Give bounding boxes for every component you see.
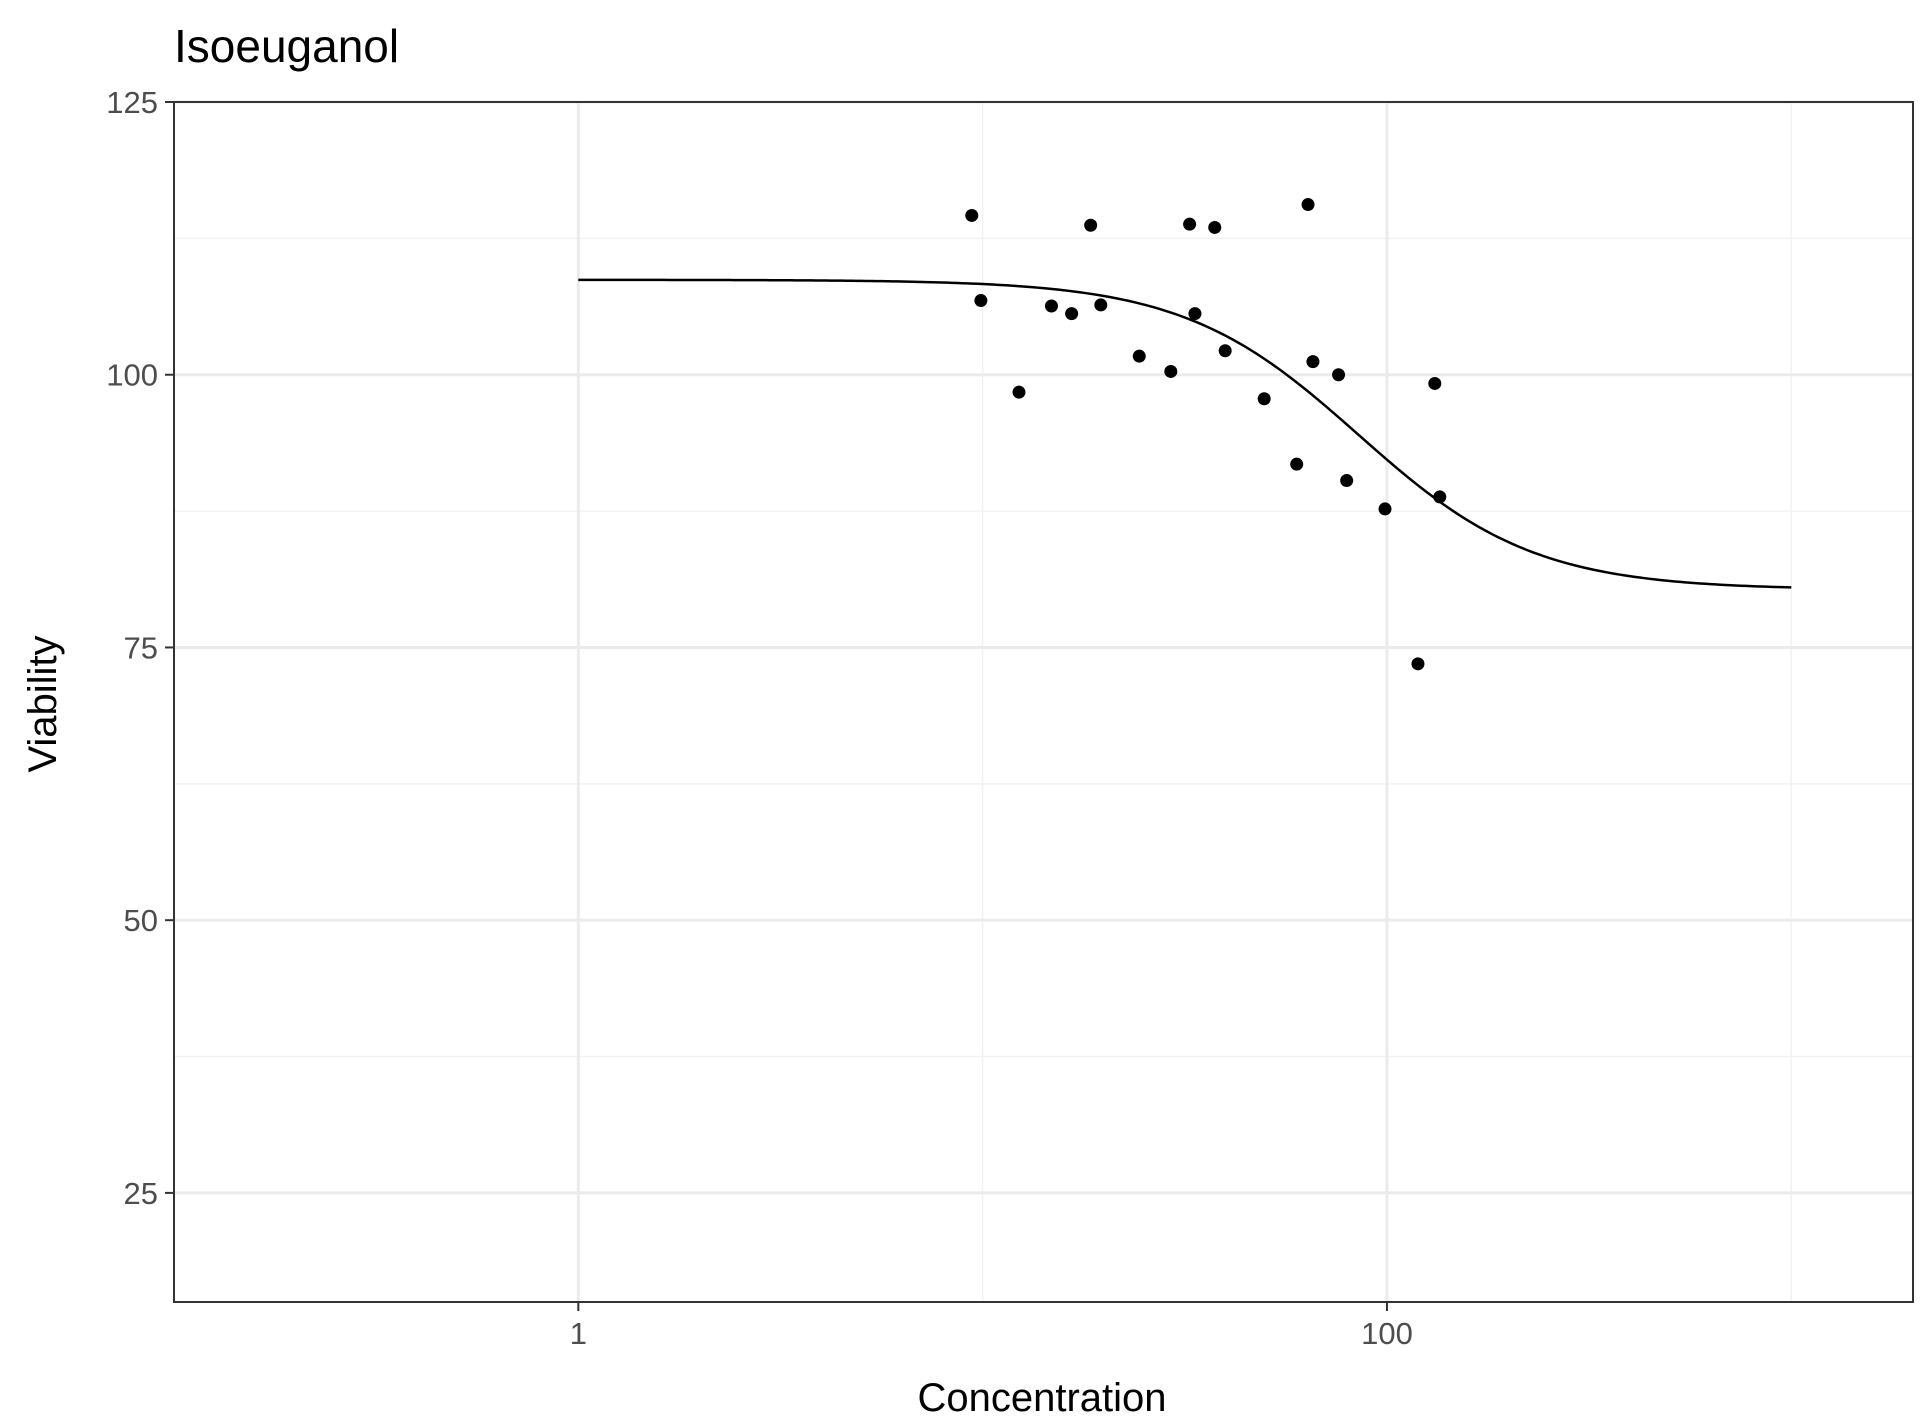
data-point xyxy=(1208,220,1222,234)
data-points xyxy=(965,198,1447,671)
data-point xyxy=(965,208,979,222)
x-axis-title: Concentration xyxy=(917,1376,1166,1420)
x-axis: 1 100 xyxy=(570,1302,1413,1351)
data-point xyxy=(1378,502,1392,516)
data-point xyxy=(1290,457,1304,471)
data-point xyxy=(1218,344,1232,358)
data-point xyxy=(1340,474,1354,488)
y-axis: 25 50 75 100 125 xyxy=(106,85,174,1211)
data-point xyxy=(1306,355,1320,369)
x-tick-label: 1 xyxy=(570,1316,587,1351)
data-point xyxy=(1094,298,1108,312)
y-tick-label: 100 xyxy=(106,358,158,393)
plot-panel-border xyxy=(173,101,1914,1303)
data-point xyxy=(1044,299,1058,313)
data-point xyxy=(1132,349,1146,363)
data-point xyxy=(1257,392,1271,406)
y-tick-label: 25 xyxy=(124,1176,158,1211)
data-point xyxy=(1164,364,1178,378)
data-point xyxy=(974,294,988,308)
x-tick-label: 100 xyxy=(1361,1316,1413,1351)
data-point xyxy=(1411,657,1425,671)
data-point xyxy=(1084,218,1098,232)
data-point xyxy=(1012,385,1026,399)
data-point xyxy=(1428,376,1442,390)
data-point xyxy=(1301,198,1315,212)
data-point xyxy=(1188,307,1202,321)
fit-curve-line xyxy=(578,278,1792,589)
data-point xyxy=(1332,368,1346,382)
chart-title: Isoeuganol xyxy=(174,20,399,72)
data-point xyxy=(1183,217,1197,231)
y-tick-label: 125 xyxy=(106,85,158,120)
y-tick-label: 75 xyxy=(124,630,158,665)
data-point xyxy=(1433,490,1447,504)
fit-curve-group xyxy=(578,278,1792,589)
y-axis-title: Viability xyxy=(21,635,65,772)
y-tick-label: 50 xyxy=(124,903,158,938)
data-point xyxy=(1065,307,1079,321)
